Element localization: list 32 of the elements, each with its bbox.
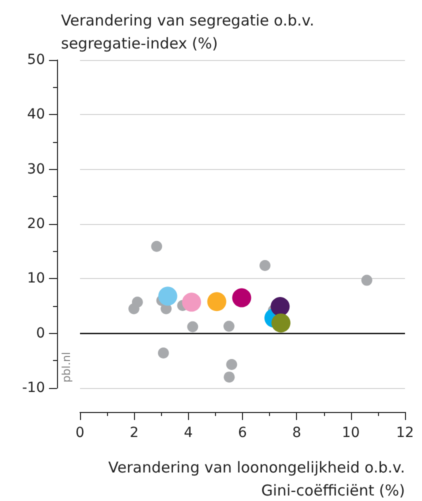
text: pbl.nl: [60, 352, 73, 383]
y-tick-label: -10: [22, 380, 45, 396]
point: [223, 320, 234, 332]
y-tick-label: 40: [27, 106, 45, 123]
point: [259, 260, 270, 272]
point: [187, 321, 198, 332]
x-tick-label: 4: [184, 425, 193, 441]
point: [361, 274, 372, 286]
point: [158, 286, 178, 306]
x-tick-label: 12: [396, 425, 414, 441]
y-tick-label: 30: [27, 161, 45, 178]
point: [224, 372, 235, 383]
x-tick-label: 0: [76, 425, 84, 441]
point: [207, 292, 226, 312]
point: [226, 358, 238, 370]
x-axis-title: Verandering van loonongelijkheid o.b.v. Gini-coëfficiënt (%): [108, 458, 405, 500]
y-tick-label: 50: [27, 52, 45, 68]
x-tick-label: 10: [342, 425, 360, 441]
point: [271, 313, 290, 332]
point: [270, 297, 290, 316]
x-tick-label: 8: [292, 425, 302, 441]
point: [232, 288, 252, 308]
y-axis-title: Verandering van segregatie o.b.v. segregatie-index (%): [61, 12, 314, 52]
point: [151, 240, 162, 252]
point: [128, 303, 140, 314]
y-tick-label: 20: [27, 216, 45, 232]
y-tick-label: 0: [36, 325, 45, 342]
x-tick-label: 6: [238, 425, 248, 441]
point: [182, 292, 202, 312]
y-tick-label: 10: [27, 270, 45, 287]
x-tick-label: 2: [130, 425, 139, 441]
point: [158, 348, 169, 359]
